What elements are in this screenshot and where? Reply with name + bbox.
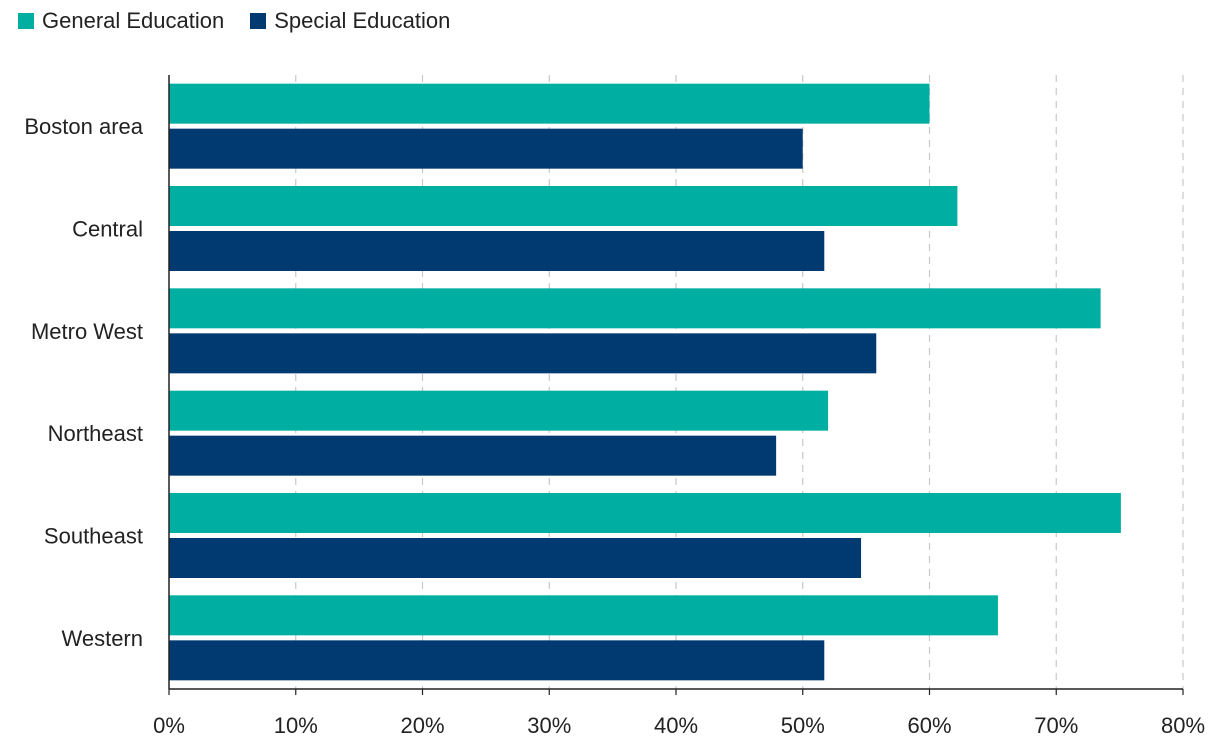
bar-metro-west-special-education	[169, 333, 877, 374]
x-tick-label-0: 0%	[153, 713, 185, 738]
legend-label-special-education: Special Education	[274, 8, 451, 33]
category-label-central: Central	[72, 217, 143, 242]
bar-northeast-general-education	[169, 390, 829, 431]
category-label-northeast: Northeast	[48, 421, 143, 446]
x-tick-label-70: 70%	[1034, 713, 1078, 738]
category-label-southeast: Southeast	[44, 524, 143, 549]
legend: General Education Special Education	[18, 8, 450, 34]
bar-southeast-general-education	[169, 493, 1121, 533]
bar-boston-area-general-education	[169, 83, 930, 124]
bar-central-special-education	[169, 231, 825, 271]
x-tick-label-30: 30%	[527, 713, 571, 738]
grid-layer	[295, 75, 1184, 689]
legend-label-general-education: General Education	[42, 8, 225, 33]
x-tick-label-20: 20%	[400, 713, 444, 738]
x-tick-label-40: 40%	[654, 713, 698, 738]
bar-western-general-education	[169, 595, 998, 636]
x-tick-label-10: 10%	[274, 713, 318, 738]
labels-layer: Boston area Central Metro West Northeast Sou…	[24, 114, 1205, 738]
bar-central-general-education	[169, 186, 958, 226]
axis-layer	[168, 75, 1184, 695]
x-tick-label-50: 50%	[781, 713, 825, 738]
bar-metro-west-general-education	[169, 288, 1101, 329]
x-tick-label-60: 60%	[907, 713, 951, 738]
legend-swatch-general-education	[18, 13, 34, 29]
category-label-western: Western	[61, 626, 143, 651]
category-label-metro-west: Metro West	[31, 319, 143, 344]
legend-item-special-education: Special Education	[250, 8, 450, 34]
legend-item-general-education: General Education	[18, 8, 224, 34]
bar-southeast-special-education	[169, 538, 862, 578]
bars-layer	[169, 83, 1121, 681]
bar-boston-area-special-education	[169, 128, 803, 169]
legend-swatch-special-education	[250, 13, 267, 29]
bar-western-special-education	[169, 640, 825, 681]
category-label-boston-area: Boston area	[24, 114, 143, 139]
bar-northeast-special-education	[169, 435, 777, 476]
x-tick-label-80: 80%	[1161, 713, 1205, 738]
